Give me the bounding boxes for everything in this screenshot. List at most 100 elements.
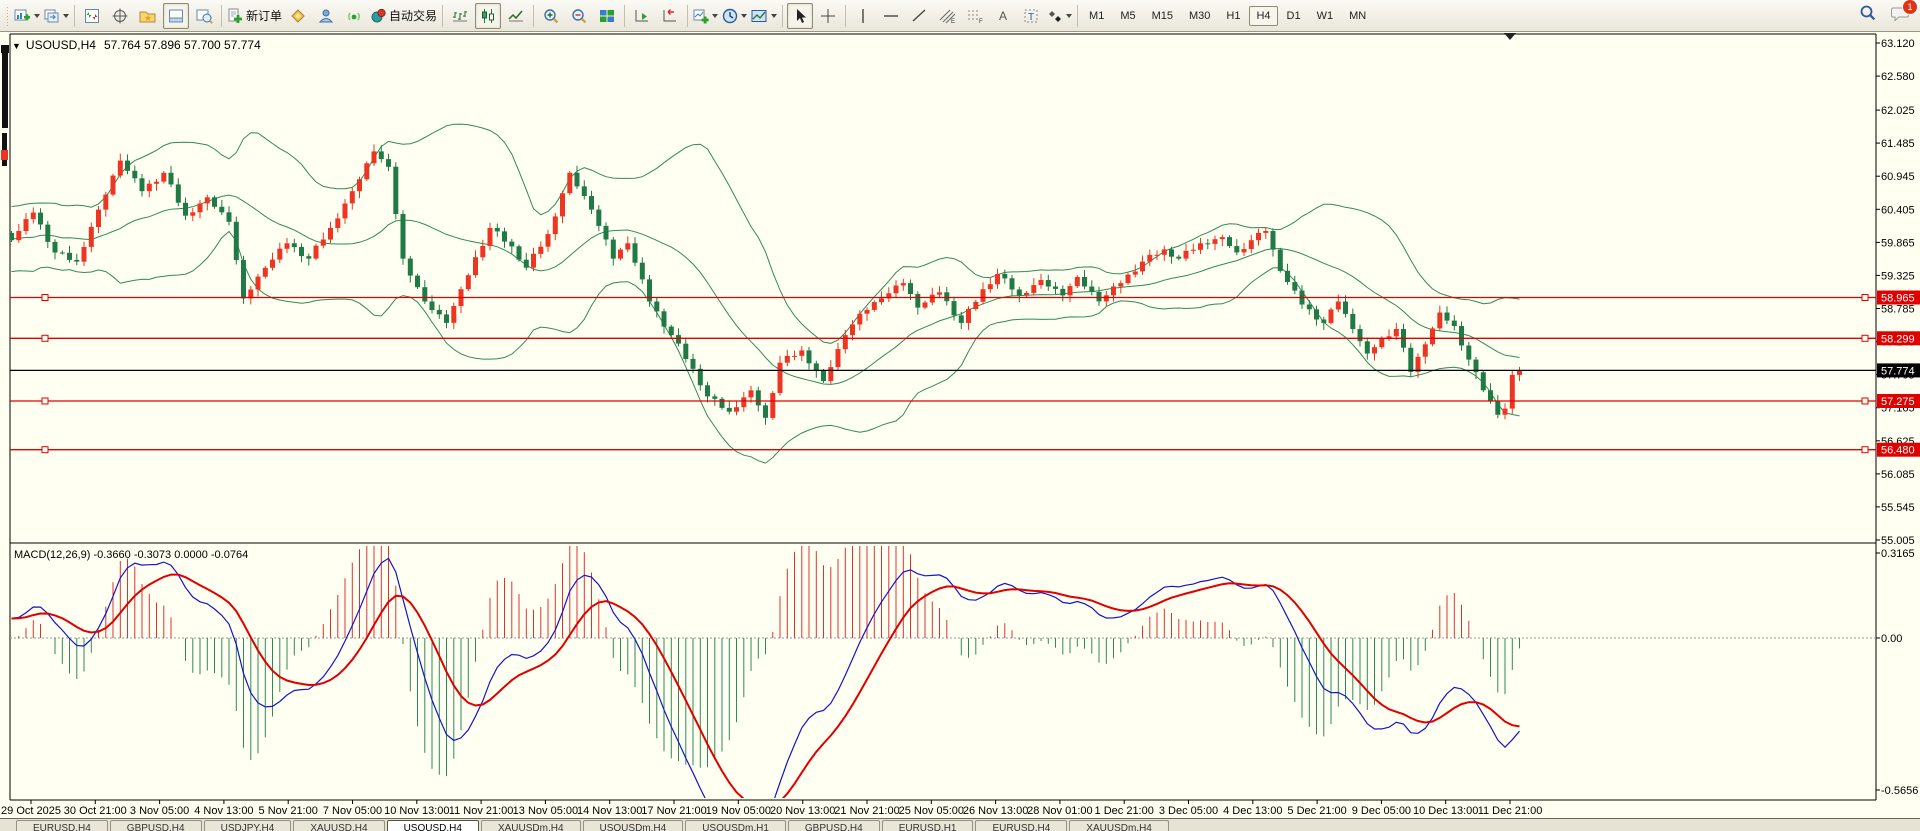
separator	[533, 4, 535, 27]
crosshair-button[interactable]	[815, 3, 841, 29]
metaeditor-button[interactable]	[285, 3, 311, 29]
community-button[interactable]	[313, 3, 339, 29]
chat-button[interactable]: 1	[1891, 0, 1918, 27]
templates-button[interactable]	[750, 3, 778, 29]
text-button[interactable]: A	[990, 3, 1016, 29]
arrows-icon	[1049, 10, 1062, 22]
periods-button[interactable]	[721, 3, 748, 29]
autotrading-button[interactable]: 自动交易	[369, 3, 438, 29]
chart-tab[interactable]: XAUUSDm,H4	[1069, 820, 1169, 831]
zoom-in-button[interactable]	[538, 3, 564, 29]
chart-tab[interactable]: GBPUSD,H4	[109, 820, 202, 831]
terminal-button[interactable]	[163, 2, 189, 29]
svg-text:0.00: 0.00	[1881, 633, 1902, 645]
text-label-button[interactable]: T	[1018, 3, 1044, 29]
auto-scroll-button[interactable]	[629, 3, 655, 29]
svg-text:19 Nov 05:00: 19 Nov 05:00	[706, 805, 771, 817]
svg-text:1 Dec 21:00: 1 Dec 21:00	[1095, 805, 1154, 817]
data-window-button[interactable]	[107, 3, 133, 29]
trendline-button[interactable]	[906, 3, 932, 29]
chart-tab[interactable]: USOUSD,H4	[386, 820, 479, 831]
price-axis[interactable]: 63.120 62.580 62.025 61.485 60.945 60.405 59.8…	[1876, 38, 1915, 547]
candlestick-button[interactable]	[475, 2, 502, 29]
chart-tab[interactable]: GBPUSD,H4	[787, 820, 880, 831]
svg-text:9 Dec 05:00: 9 Dec 05:00	[1352, 805, 1411, 817]
templates-icon	[751, 9, 767, 22]
chart-tab[interactable]: XAUUSD,H4	[293, 820, 385, 831]
arrows-button[interactable]	[1046, 3, 1073, 29]
chart-tab[interactable]: USOUSDm,H4	[582, 820, 684, 831]
bar-chart-button[interactable]	[447, 3, 473, 29]
search-button[interactable]	[1859, 4, 1877, 27]
strategy-tester-button[interactable]	[191, 3, 217, 29]
chart-shift-button[interactable]	[657, 3, 683, 29]
zoom-out-icon	[571, 8, 586, 23]
zoom-out-button[interactable]	[566, 3, 592, 29]
svg-text:10 Dec 13:00: 10 Dec 13:00	[1413, 805, 1478, 817]
svg-text:E: E	[951, 19, 955, 24]
trading-group: 新订单 自动交易	[225, 0, 439, 31]
separator	[782, 4, 784, 27]
chart-tab[interactable]: USDJPY,H4	[203, 820, 292, 831]
profiles-button[interactable]	[43, 3, 70, 29]
indicators-button[interactable]	[692, 3, 719, 29]
timeframe-MN[interactable]: MN	[1349, 9, 1367, 22]
strategy-tester-icon	[196, 9, 213, 24]
separator	[221, 4, 222, 27]
svg-text:26 Nov 13:00: 26 Nov 13:00	[963, 805, 1028, 817]
macd-pane	[10, 546, 1876, 798]
chart-tab-bar: EURUSD,H4 GBPUSD,H4 USDJPY,H4 XAUUSD,H4 USOU…	[0, 818, 1920, 831]
chart-tab[interactable]: USOUSDm,H1	[685, 820, 786, 831]
horizontal-level-lines[interactable]	[10, 294, 1876, 454]
data-window-icon	[112, 8, 128, 23]
text-label-icon: T	[1024, 9, 1038, 23]
svg-text:56.085: 56.085	[1881, 469, 1915, 481]
tile-windows-button[interactable]	[594, 3, 620, 29]
cursor-button[interactable]	[787, 2, 814, 29]
chart-shift-marker[interactable]	[1504, 33, 1516, 40]
svg-text:7 Nov 05:00: 7 Nov 05:00	[323, 805, 382, 817]
navigator-icon: ★	[139, 11, 156, 23]
macd-axis[interactable]: 0.3165 0.00 -0.5656	[1876, 548, 1918, 797]
new-chart-button[interactable]	[13, 3, 41, 29]
auto-scroll-icon	[635, 9, 649, 21]
chart-tab[interactable]: XAUUSDm,H4	[480, 820, 581, 831]
chart-canvas[interactable]: 63.120 62.580 62.025 61.485 60.945 60.405 59.8…	[0, 32, 1920, 818]
horizontal-line-button[interactable]	[878, 3, 904, 29]
market-watch-button[interactable]	[79, 3, 105, 29]
toolbar-grip[interactable]	[6, 5, 10, 26]
search-icon	[1860, 5, 1876, 21]
macd-signal-line	[11, 573, 1520, 798]
scroll-group	[628, 0, 684, 31]
new-order-button[interactable]: 新订单	[226, 3, 283, 29]
zoom-in-icon	[543, 8, 558, 23]
timeframe-H4[interactable]: H4	[1249, 5, 1278, 26]
fibonacci-button[interactable]: F	[962, 3, 988, 29]
svg-text:4 Dec 13:00: 4 Dec 13:00	[1223, 805, 1282, 817]
line-chart-button[interactable]	[503, 3, 529, 29]
timeframe-H1[interactable]: H1	[1226, 9, 1241, 22]
timeframe-M30[interactable]: M30	[1189, 9, 1211, 22]
timeframe-D1[interactable]: D1	[1286, 9, 1301, 22]
timeframe-W1[interactable]: W1	[1316, 9, 1334, 22]
navigator-button[interactable]: ★	[135, 3, 161, 29]
timeframe-M15[interactable]: M15	[1151, 9, 1173, 22]
timeframe-M1[interactable]: M1	[1089, 9, 1105, 22]
svg-text:61.485: 61.485	[1881, 138, 1915, 150]
chart-shift-icon	[663, 8, 677, 21]
svg-text:57.275: 57.275	[1881, 396, 1915, 408]
timeframe-M5[interactable]: M5	[1120, 9, 1136, 22]
chart-tab[interactable]: EURUSD,H4	[975, 820, 1068, 831]
equidistant-channel-button[interactable]: E	[934, 3, 960, 29]
chart-tab[interactable]: EURUSD,H1	[881, 820, 974, 831]
date-axis[interactable]: 29 Oct 2025 30 Oct 21:00 3 Nov 05:00 4 N…	[1, 800, 1542, 817]
svg-text:58.785: 58.785	[1881, 304, 1915, 316]
vertical-line-button[interactable]	[850, 3, 876, 29]
separator	[687, 4, 689, 27]
signals-button[interactable]	[341, 3, 367, 29]
svg-text:21 Nov 21:00: 21 Nov 21:00	[834, 805, 899, 817]
svg-text:3 Dec 05:00: 3 Dec 05:00	[1159, 805, 1218, 817]
autotrading-icon	[371, 8, 386, 22]
chart-tab[interactable]: EURUSD,H4	[16, 820, 108, 831]
collapse-ohlc-icon[interactable]: ▼	[12, 41, 21, 51]
